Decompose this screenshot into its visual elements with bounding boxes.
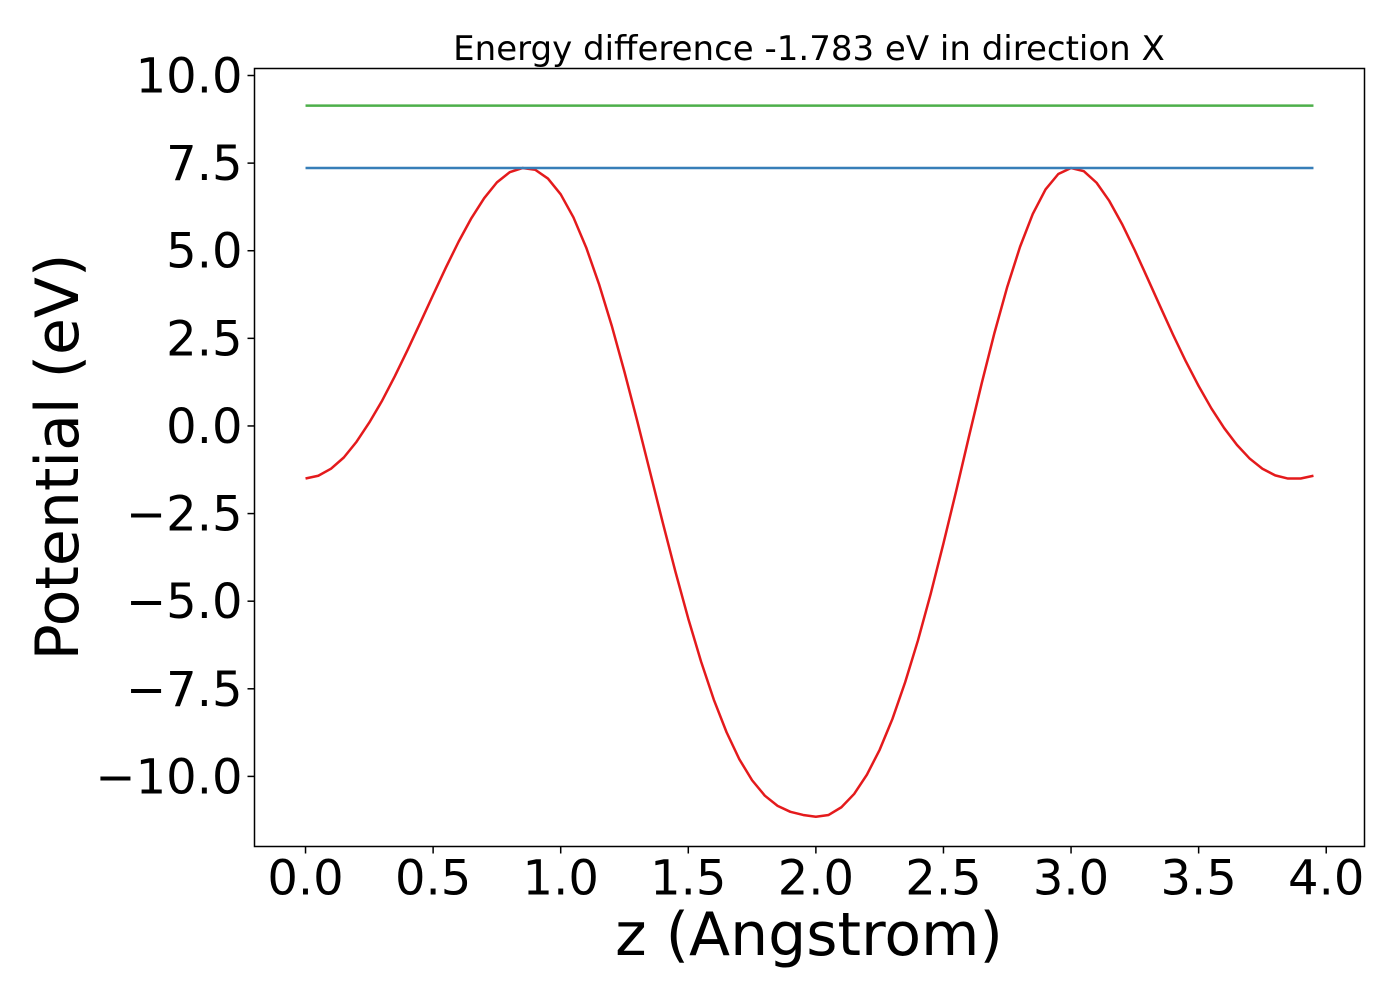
y-tick-label: −2.5	[126, 487, 243, 543]
y-axis-ticks: 10.0 7.5 5.0 2.5 0.0 −2.5 −5.0 −7.5 −10.0	[95, 49, 255, 805]
x-axis-ticks: 0.0 0.5 1.0 1.5 2.0 2.5 3.0 3.5 4.0	[267, 846, 1364, 907]
x-tick-label: 3.5	[1160, 851, 1236, 907]
y-tick-label: −10.0	[95, 749, 242, 805]
x-tick-label: 4.0	[1288, 851, 1364, 907]
series-line-1	[305, 166, 1314, 818]
chart-title: Energy difference -1.783 eV in direction…	[453, 29, 1165, 69]
series-layer	[305, 104, 1314, 818]
y-tick-label: 10.0	[136, 49, 243, 105]
y-tick-label: 5.0	[166, 224, 242, 280]
x-tick-label: 1.5	[650, 851, 726, 907]
x-tick-label: 0.0	[267, 851, 343, 907]
x-tick-label: 1.0	[523, 851, 599, 907]
x-tick-label: 3.0	[1033, 851, 1109, 907]
x-tick-label: 2.5	[905, 851, 981, 907]
y-tick-label: −5.0	[126, 574, 243, 630]
x-tick-label: 0.5	[395, 851, 471, 907]
y-tick-label: 2.5	[166, 311, 242, 367]
y-tick-label: 7.5	[166, 136, 242, 192]
plot-frame	[253, 67, 1366, 848]
y-axis-label: Potential (eV)	[23, 254, 93, 661]
x-axis-label: z (Angstrom)	[615, 900, 1003, 970]
y-tick-label: −7.5	[126, 662, 243, 718]
y-tick-label: 0.0	[166, 399, 242, 455]
x-tick-label: 2.0	[778, 851, 854, 907]
